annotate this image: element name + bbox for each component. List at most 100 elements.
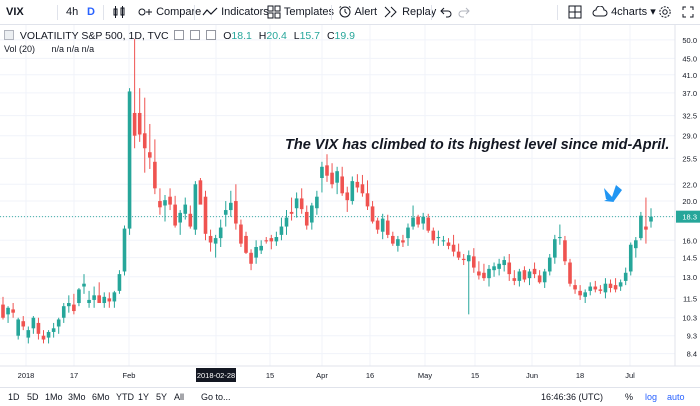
range-1d[interactable]: 1D <box>8 392 20 402</box>
percent-toggle[interactable]: % <box>625 392 634 402</box>
series-legend[interactable]: VOLATILITY S&P 500, 1D, TVC O18.1 H20.4 … <box>4 30 355 42</box>
y-tick-label: 16.0 <box>682 236 697 245</box>
candle <box>259 240 263 254</box>
candle <box>446 238 451 250</box>
x-tick-label: 16 <box>366 371 374 380</box>
candle <box>112 290 117 308</box>
candle-body <box>360 184 365 194</box>
layout-save-button[interactable]: 4charts ▾ <box>592 0 656 25</box>
candle-body <box>527 271 532 279</box>
toolbar-divider <box>57 5 58 20</box>
undo-icon[interactable] <box>440 0 452 25</box>
ohlc-c-label: C <box>326 30 335 42</box>
candle <box>547 253 552 276</box>
candle <box>406 223 410 246</box>
alert-button[interactable]: Alert <box>338 0 377 25</box>
legend-settings-icon[interactable] <box>190 30 201 40</box>
candle-body <box>639 215 643 239</box>
x-tick-label: 15 <box>266 371 274 380</box>
range-6mo[interactable]: 6Mo <box>92 392 110 402</box>
candle <box>218 219 223 248</box>
candle-body <box>325 165 329 176</box>
candle <box>598 285 603 294</box>
compare-button[interactable]: Compare <box>137 0 201 25</box>
replay-button[interactable]: Replay <box>383 0 436 25</box>
candle <box>472 248 476 273</box>
price-axis: 50.0 45.0 41.0 37.0 32.5 29.0 25.5 22.0 20.0 16.0… <box>676 36 700 359</box>
candle-body <box>355 181 360 188</box>
candle-body <box>183 204 188 214</box>
clock-time[interactable]: 16:46:36 (UTC) <box>541 392 604 402</box>
candle <box>583 289 587 304</box>
arrow-shape <box>604 185 622 201</box>
candle <box>593 280 598 293</box>
interval-d[interactable]: D <box>87 6 95 18</box>
candle <box>411 205 415 230</box>
ohlc-o-value: 18.1 <box>231 30 252 42</box>
candle <box>365 180 370 211</box>
cloud-save-icon <box>592 5 608 18</box>
candle-body <box>497 263 501 269</box>
settings-icon[interactable] <box>658 0 672 25</box>
price-axis-bg[interactable] <box>675 25 700 366</box>
ohlc-h-value: 20.4 <box>266 30 287 42</box>
templates-button[interactable]: Templates <box>267 0 334 25</box>
candle <box>188 205 193 229</box>
fullscreen-icon[interactable] <box>682 0 694 25</box>
candle <box>279 217 284 241</box>
candle <box>634 237 638 258</box>
candle-body <box>61 306 66 318</box>
layout-grid-icon[interactable] <box>568 0 582 25</box>
candle-body <box>127 91 132 229</box>
legend-close-icon[interactable] <box>206 30 217 40</box>
candle <box>310 202 314 230</box>
y-tick-label: 13.0 <box>682 273 697 282</box>
range-3mo[interactable]: 3Mo <box>68 392 86 402</box>
candle-body <box>82 283 86 287</box>
indicators-button[interactable]: Indicators <box>202 0 269 25</box>
candle-body <box>507 262 512 275</box>
collapse-legend-icon[interactable] <box>4 30 14 40</box>
range-1y[interactable]: 1Y <box>138 392 150 402</box>
candle-body <box>173 204 177 226</box>
candle <box>254 240 258 264</box>
auto-toggle[interactable]: auto <box>667 392 685 402</box>
y-tick-label: 11.5 <box>683 294 697 303</box>
candle <box>522 266 527 283</box>
candle <box>299 188 304 214</box>
range-all[interactable]: All <box>174 392 185 402</box>
candle <box>127 88 132 235</box>
last-price-label: 18.3 <box>682 213 697 222</box>
log-toggle[interactable]: log <box>645 392 658 402</box>
x-tick-label: Apr <box>316 371 328 380</box>
candle-body <box>244 235 248 253</box>
interval-4h[interactable]: 4h <box>66 6 79 18</box>
candle-body <box>163 200 167 206</box>
candle-body <box>249 252 253 264</box>
candle <box>41 330 46 344</box>
price-chart[interactable]: 50.0 45.0 41.0 37.0 32.5 29.0 25.5 22.0 20.0 16.0… <box>0 25 700 387</box>
ohlc-l-value: 15.7 <box>299 30 321 42</box>
candle-body <box>21 321 26 327</box>
candle-body <box>411 217 415 227</box>
candle-body <box>178 212 182 223</box>
ohlc-l-label: L <box>293 30 300 42</box>
candle <box>304 205 309 230</box>
time-axis-bg[interactable] <box>0 366 700 387</box>
range-1mo[interactable]: 1Mo <box>45 392 63 402</box>
candle <box>502 256 506 272</box>
candle <box>31 316 36 334</box>
range-5d[interactable]: 5D <box>27 392 39 402</box>
range-ytd[interactable]: YTD <box>116 392 134 402</box>
redo-icon[interactable] <box>458 0 470 25</box>
candle <box>613 278 618 293</box>
range-5y[interactable]: 5Y <box>156 392 168 402</box>
symbol-search[interactable]: VIX <box>6 6 24 18</box>
volume-legend[interactable]: Vol (20) n/a n/a n/a <box>4 44 94 54</box>
legend-eye-icon[interactable] <box>174 30 185 40</box>
candle <box>148 123 152 169</box>
candle-body <box>451 244 456 252</box>
bar-style-icon[interactable] <box>112 0 126 25</box>
chart-annotation[interactable]: The VIX has climbed to its highest level… <box>285 137 670 153</box>
goto-button[interactable]: Go to... <box>201 392 231 402</box>
